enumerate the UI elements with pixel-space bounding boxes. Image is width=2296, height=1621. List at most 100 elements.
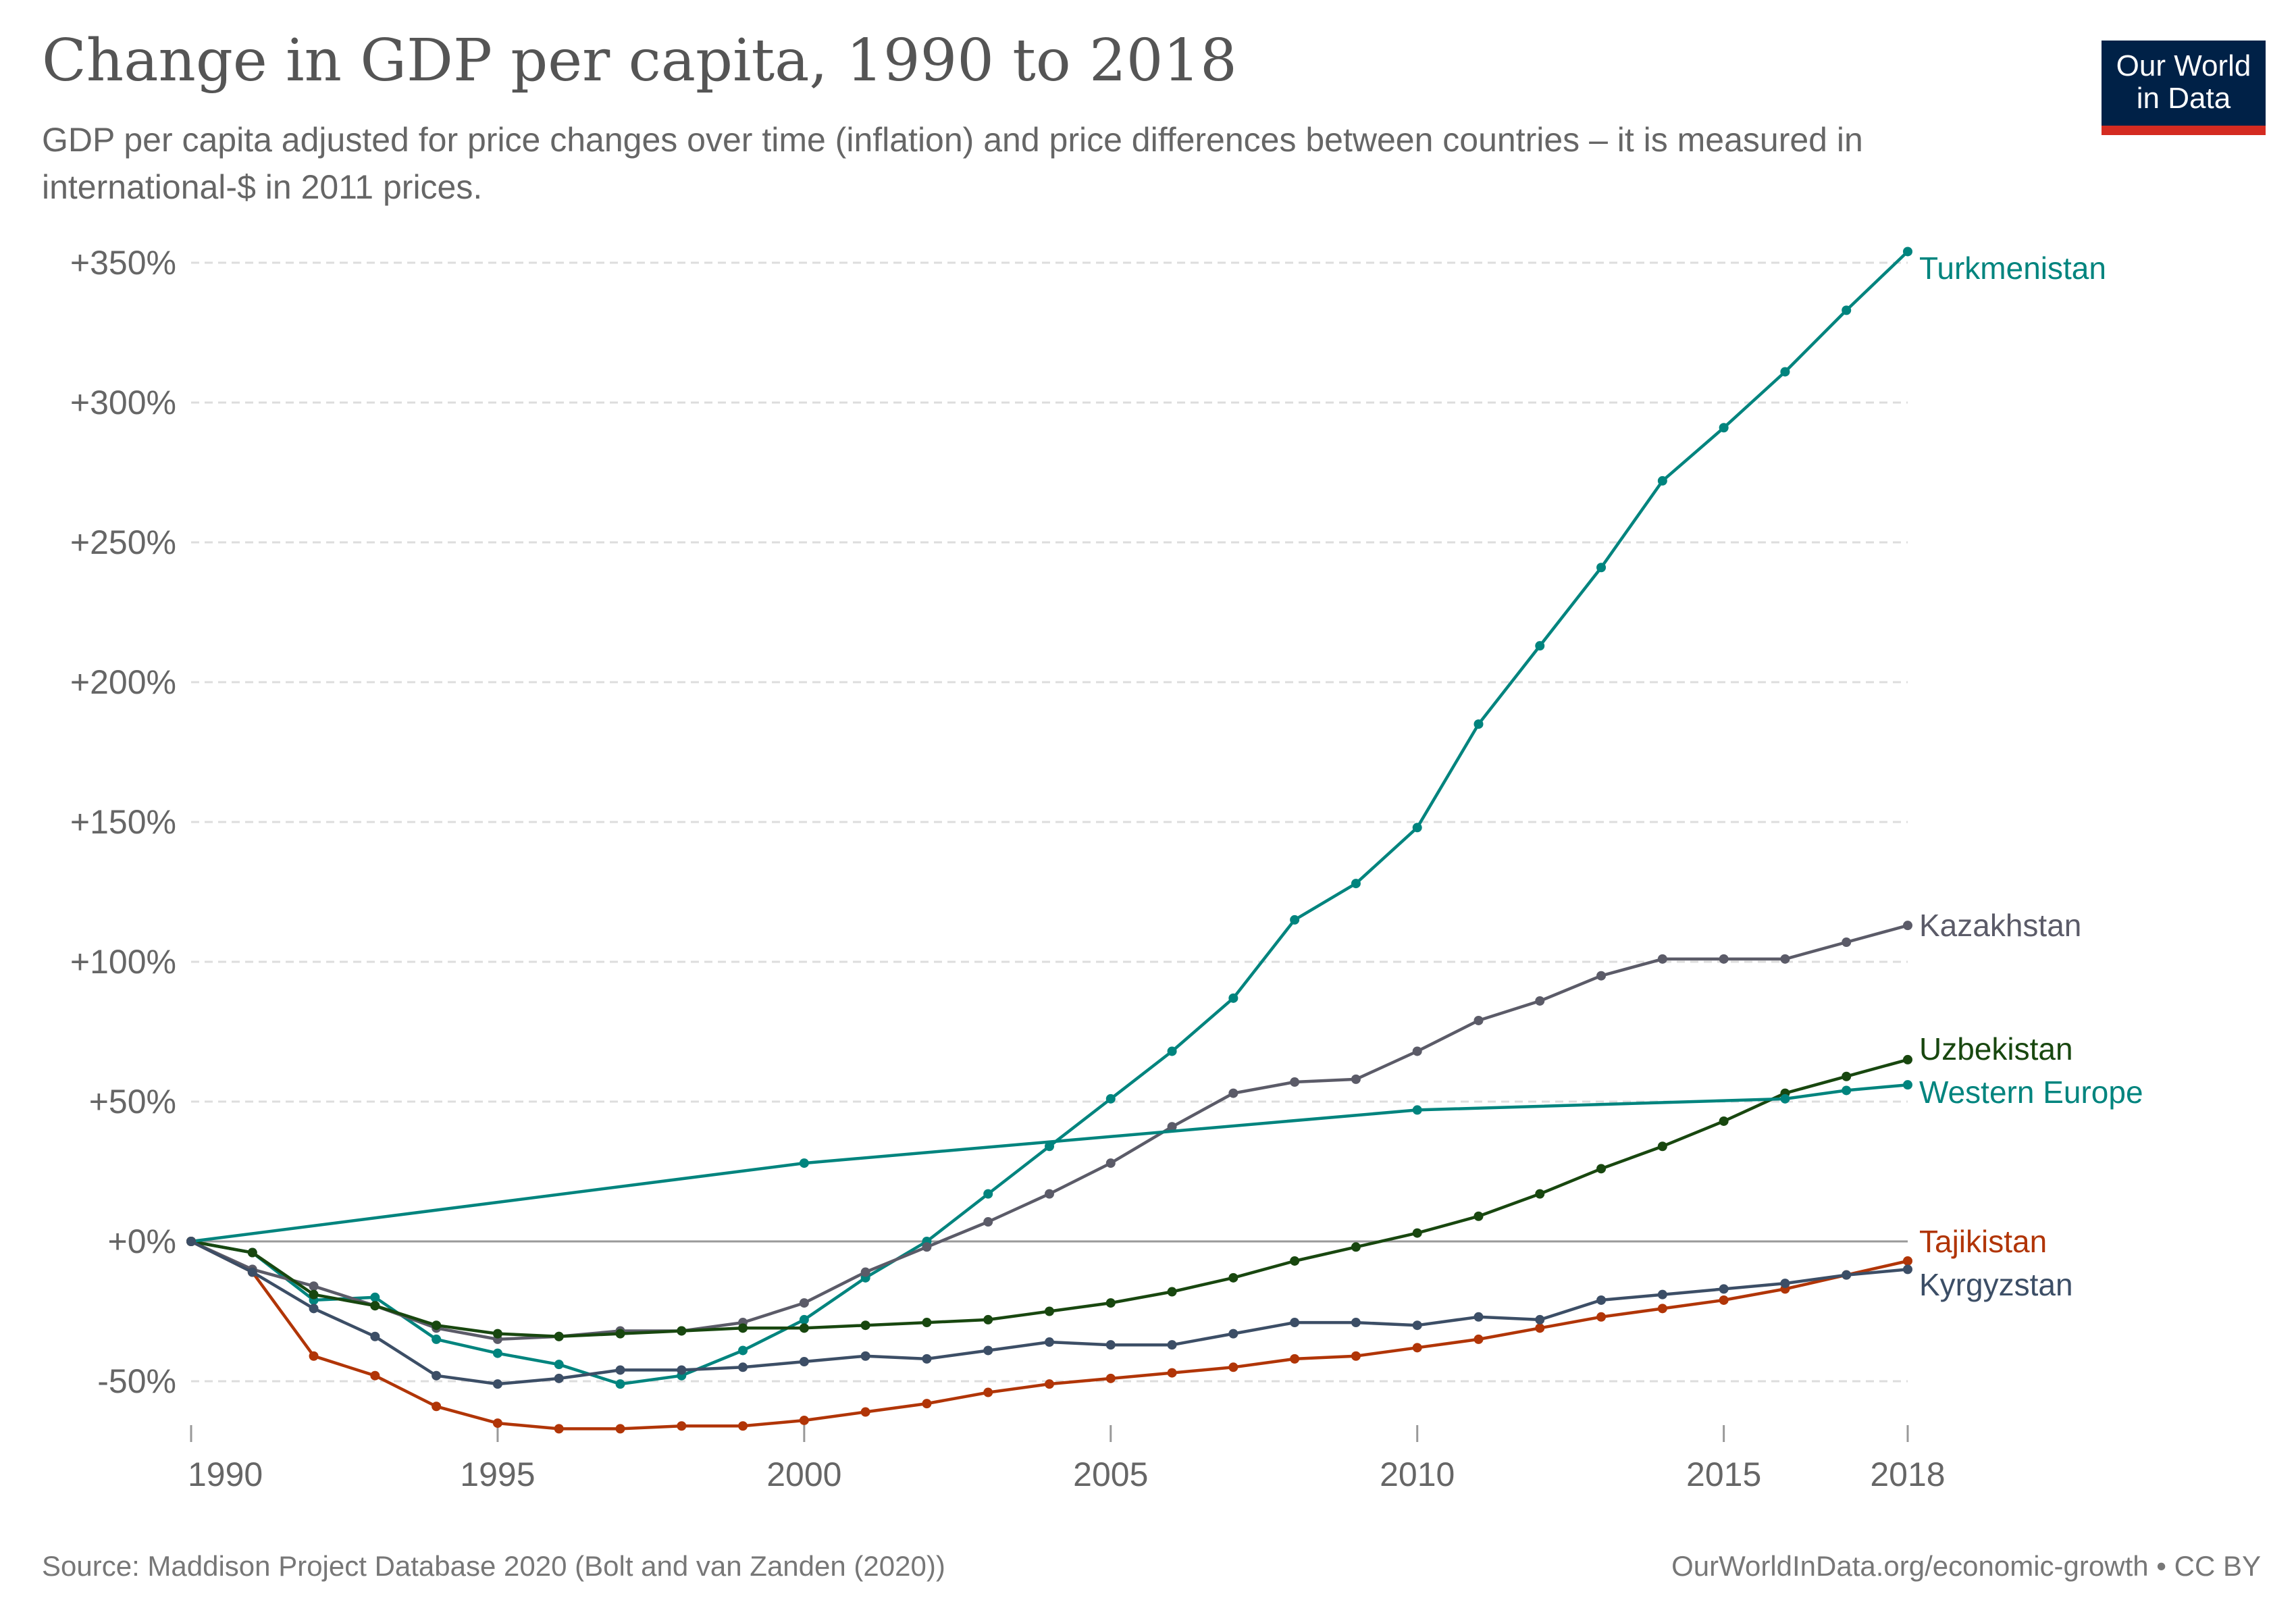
data-point [1719, 954, 1729, 964]
series-kazakhstan [186, 921, 1912, 1344]
data-point [1903, 247, 1912, 257]
x-tick-label: 2010 [1380, 1456, 1455, 1493]
data-point [1228, 993, 1238, 1003]
data-point [1167, 1046, 1177, 1056]
data-point [1473, 1211, 1484, 1221]
owid-logo[interactable]: Our World in Data [2102, 41, 2266, 135]
data-point [1351, 1242, 1361, 1252]
x-tick-label: 2018 [1870, 1456, 1945, 1493]
data-point [1535, 1189, 1545, 1199]
data-point [799, 1357, 809, 1367]
data-point [799, 1415, 809, 1425]
data-point [370, 1301, 380, 1311]
data-point [738, 1323, 748, 1333]
data-point [1842, 937, 1852, 948]
data-point [799, 1323, 809, 1333]
x-tick-label: 2015 [1686, 1456, 1761, 1493]
data-point [799, 1158, 809, 1168]
data-point [1596, 1295, 1607, 1305]
data-point [1842, 1071, 1852, 1081]
data-point [738, 1421, 748, 1431]
data-point [1412, 1046, 1422, 1056]
data-point [1719, 1284, 1729, 1294]
series-line [190, 924, 1908, 1341]
series-line [190, 250, 1909, 1386]
data-point [738, 1345, 748, 1356]
series-label: Kazakhstan [1919, 908, 2081, 943]
data-point [1719, 1295, 1729, 1305]
data-point [1473, 1015, 1484, 1025]
data-point [1842, 1270, 1852, 1280]
data-point [1657, 1304, 1667, 1314]
data-point [1780, 367, 1790, 377]
data-point [1351, 1351, 1361, 1361]
data-point [677, 1326, 687, 1336]
data-point [1290, 1354, 1300, 1364]
data-point [1903, 1080, 1912, 1090]
data-point [1535, 996, 1545, 1006]
data-point [432, 1320, 442, 1331]
data-point [1657, 1289, 1667, 1300]
y-axis: -50% +0% +50% +100% +150% +200% +250% +300% +350… [70, 244, 176, 1400]
data-point [1596, 563, 1607, 573]
data-point [1842, 305, 1852, 315]
data-point [1596, 1164, 1607, 1174]
data-point [1535, 1314, 1545, 1324]
data-point [1045, 1141, 1054, 1152]
y-tick-label: +300% [70, 384, 176, 421]
data-point [1290, 915, 1300, 925]
series-label: Tajikistan [1919, 1224, 2047, 1259]
data-point [1535, 641, 1545, 651]
data-point [1290, 1077, 1300, 1087]
series-western-europe [186, 1080, 1912, 1246]
data-point [186, 1237, 196, 1246]
data-point [309, 1281, 319, 1291]
series-label: Turkmenistan [1919, 251, 2106, 286]
data-point [1780, 1279, 1790, 1289]
data-point [247, 1247, 257, 1258]
data-point [1657, 954, 1667, 964]
data-point [860, 1407, 870, 1417]
data-point [799, 1314, 809, 1324]
data-point [1719, 423, 1729, 433]
y-tick-label: +200% [70, 663, 176, 701]
data-point [1228, 1362, 1238, 1372]
data-point [309, 1351, 319, 1361]
data-point [1167, 1340, 1177, 1350]
data-point [1290, 1318, 1300, 1328]
series-label: Kyrgyzstan [1919, 1267, 2073, 1302]
data-point [1351, 1318, 1361, 1328]
data-point [1719, 1116, 1729, 1126]
series-label: Western Europe [1919, 1075, 2143, 1110]
data-point [1596, 1312, 1607, 1322]
y-tick-label: -50% [97, 1362, 176, 1400]
data-point [1167, 1122, 1177, 1132]
series-labels: Turkmenistan Kazakhstan Uzbekistan Western … [1919, 251, 2143, 1302]
data-point [922, 1354, 932, 1364]
data-point [1105, 1093, 1116, 1104]
data-point [1351, 1074, 1361, 1084]
data-point [1167, 1368, 1177, 1378]
source-note: Source: Maddison Project Database 2020 (… [42, 1550, 945, 1582]
logo-line-1: Our World [2116, 49, 2251, 82]
series-uzbekistan [186, 1054, 1912, 1341]
x-tick-label: 1990 [188, 1456, 263, 1493]
data-point [983, 1314, 993, 1324]
x-axis: 1990 1995 2000 2005 2010 2015 2018 [188, 1425, 1946, 1493]
data-point [860, 1320, 870, 1331]
data-point [738, 1362, 748, 1372]
y-tick-label: +100% [70, 943, 176, 981]
series-turkmenistan [186, 247, 1912, 1389]
data-point [1105, 1340, 1116, 1350]
data-point [983, 1345, 993, 1356]
series-kyrgyzstan [186, 1237, 1912, 1389]
series-line [190, 1239, 1908, 1431]
data-point [1412, 823, 1422, 833]
data-point [1780, 954, 1790, 964]
data-point [1045, 1337, 1054, 1347]
data-point [1412, 1343, 1422, 1353]
license-link[interactable]: OurWorldInData.org/economic-growth • CC … [1671, 1550, 2261, 1582]
series-label: Uzbekistan [1919, 1031, 2073, 1066]
y-tick-label: +0% [108, 1223, 176, 1260]
